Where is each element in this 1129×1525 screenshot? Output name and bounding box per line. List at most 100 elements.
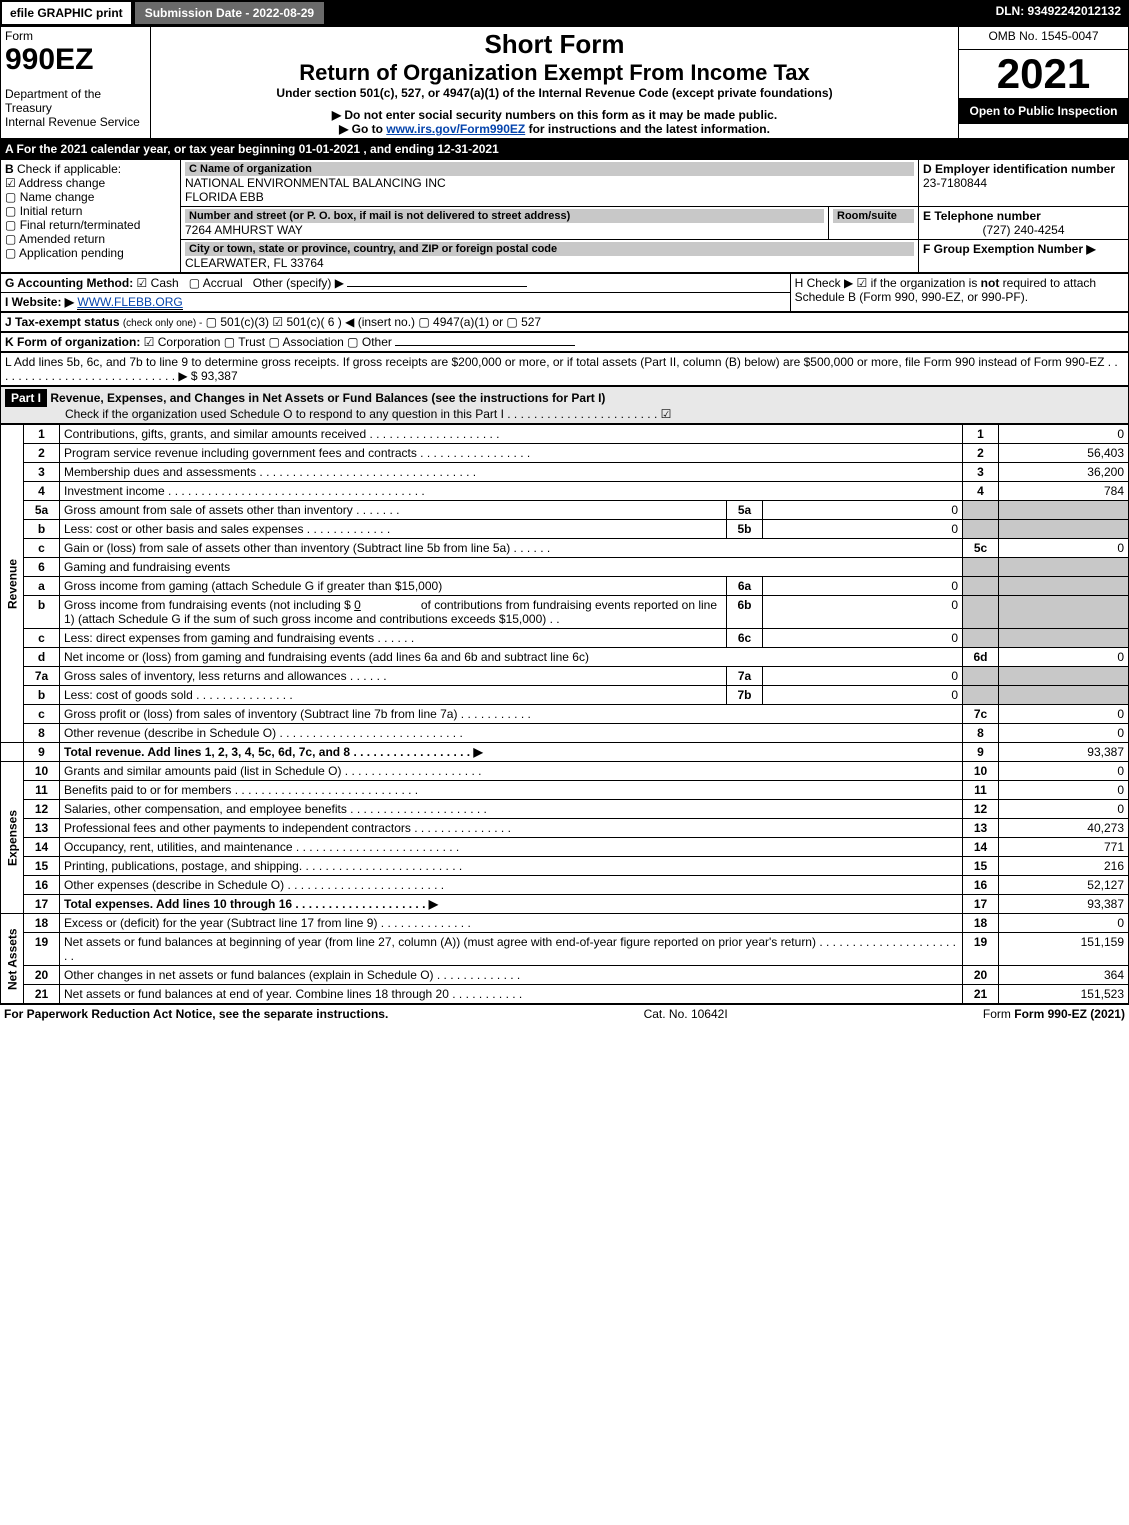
line-13-col: 13	[963, 819, 999, 838]
line-12-desc: Salaries, other compensation, and employ…	[60, 800, 963, 819]
part-1-tab: Part I	[5, 389, 47, 407]
line-7b-desc: Less: cost of goods sold . . . . . . . .…	[60, 686, 727, 705]
page-footer: For Paperwork Reduction Act Notice, see …	[0, 1004, 1129, 1023]
section-g-label: G Accounting Method:	[5, 276, 133, 290]
line-no: 10	[24, 762, 60, 781]
line-no: 17	[24, 895, 60, 914]
line-4-col: 4	[963, 482, 999, 501]
line-21-col: 21	[963, 985, 999, 1004]
website-link[interactable]: WWW.FLEBB.ORG	[77, 295, 182, 310]
line-6a-desc: Gross income from gaming (attach Schedul…	[60, 577, 727, 596]
line-5b-mid: 5b	[727, 520, 763, 539]
chk-address-change[interactable]: ☑	[5, 176, 16, 190]
org-other-input[interactable]	[395, 345, 575, 346]
section-f-hdr: F Group Exemption Number ▶	[923, 242, 1124, 256]
line-3-col: 3	[963, 463, 999, 482]
chk-final-return[interactable]: ▢	[5, 218, 16, 232]
line-5b-midval: 0	[763, 520, 963, 539]
section-l-text: L Add lines 5b, 6c, and 7b to line 9 to …	[1, 353, 1129, 386]
line-5a-midval: 0	[763, 501, 963, 520]
chk-amended-return[interactable]: ▢	[5, 232, 16, 246]
other-specify-input[interactable]	[347, 286, 527, 287]
line-3-val: 36,200	[999, 463, 1129, 482]
ssn-warning: ▶ Do not enter social security numbers o…	[155, 108, 954, 122]
line-9-desc-bold: Total revenue. Add lines 1, 2, 3, 4, 5c,…	[64, 745, 483, 759]
line-6d-col: 6d	[963, 648, 999, 667]
line-no: c	[24, 629, 60, 648]
omb-number: OMB No. 1545-0047	[959, 27, 1129, 50]
gray-cell	[963, 629, 999, 648]
line-21-desc: Net assets or fund balances at end of ye…	[60, 985, 963, 1004]
section-k: K Form of organization: ☑ Corporation ▢ …	[0, 332, 1129, 352]
line-no: 21	[24, 985, 60, 1004]
gray-cell	[999, 596, 1129, 629]
chk-application-pending[interactable]: ▢	[5, 246, 16, 260]
submission-date-label: Submission Date - 2022-08-29	[133, 0, 326, 26]
footer-right-bold: Form 990-EZ (2021)	[1014, 1007, 1125, 1021]
line-19-desc: Net assets or fund balances at beginning…	[60, 933, 963, 966]
line-6a-mid: 6a	[727, 577, 763, 596]
irs-link[interactable]: www.irs.gov/Form990EZ	[386, 122, 525, 136]
section-j-opts: ▢ 501(c)(3) ☑ 501(c)( 6 ) ◀ (insert no.)…	[206, 315, 541, 329]
line-5c-val: 0	[999, 539, 1129, 558]
section-c-city-hdr: City or town, state or province, country…	[185, 242, 914, 256]
gray-cell	[999, 558, 1129, 577]
section-j: J Tax-exempt status (check only one) - ▢…	[0, 312, 1129, 332]
line-11-desc: Benefits paid to or for members . . . . …	[60, 781, 963, 800]
line-13-desc: Professional fees and other payments to …	[60, 819, 963, 838]
line-no: 15	[24, 857, 60, 876]
line-6c-midval: 0	[763, 629, 963, 648]
line-no: 1	[24, 425, 60, 444]
line-20-desc: Other changes in net assets or fund bala…	[60, 966, 963, 985]
part-1-title: Revenue, Expenses, and Changes in Net As…	[50, 391, 605, 405]
org-name-1: NATIONAL ENVIRONMENTAL BALANCING INC	[185, 176, 914, 190]
top-bar: efile GRAPHIC print Submission Date - 20…	[0, 0, 1129, 26]
footer-mid: Cat. No. 10642I	[644, 1007, 728, 1021]
dln-label: DLN: 93492242012132	[988, 0, 1129, 26]
section-l: L Add lines 5b, 6c, and 7b to line 9 to …	[0, 352, 1129, 386]
section-c-name-hdr: C Name of organization	[185, 162, 914, 176]
line-no: 6	[24, 558, 60, 577]
telephone-value: (727) 240-4254	[923, 223, 1124, 237]
line-1-val: 0	[999, 425, 1129, 444]
line-20-col: 20	[963, 966, 999, 985]
gray-cell	[999, 629, 1129, 648]
line-6b-amt: 0	[354, 598, 361, 612]
goto-post: for instructions and the latest informat…	[525, 122, 770, 136]
line-10-desc: Grants and similar amounts paid (list in…	[60, 762, 963, 781]
return-subtitle: Return of Organization Exempt From Incom…	[155, 60, 954, 86]
chk-initial-return[interactable]: ▢	[5, 204, 16, 218]
section-a: A For the 2021 calendar year, or tax yea…	[0, 139, 1129, 159]
dept-treasury: Department of the Treasury	[5, 87, 146, 115]
section-d-hdr: D Employer identification number	[923, 162, 1124, 176]
line-no: 5a	[24, 501, 60, 520]
line-no: 14	[24, 838, 60, 857]
line-no: 4	[24, 482, 60, 501]
form-header-table: Form 990EZ Department of the Treasury In…	[0, 26, 1129, 139]
line-1-desc: Contributions, gifts, grants, and simila…	[60, 425, 963, 444]
chk-name-change[interactable]: ▢	[5, 190, 16, 204]
gray-cell	[999, 686, 1129, 705]
netassets-vertical-label: Net Assets	[1, 914, 24, 1004]
room-suite-hdr: Room/suite	[833, 209, 914, 223]
efile-print-label[interactable]: efile GRAPHIC print	[0, 0, 133, 26]
section-b-label: B	[5, 162, 14, 176]
line-6d-desc: Net income or (loss) from gaming and fun…	[60, 648, 963, 667]
section-j-sub: (check only one) -	[123, 318, 202, 329]
part-1-table: Revenue 1 Contributions, gifts, grants, …	[0, 424, 1129, 1004]
line-9-desc: Total revenue. Add lines 1, 2, 3, 4, 5c,…	[60, 743, 963, 762]
chk-accrual[interactable]: ▢	[189, 276, 200, 290]
line-no: c	[24, 705, 60, 724]
chk-cash[interactable]: ☑	[137, 276, 148, 290]
line-17-desc-bold: Total expenses. Add lines 10 through 16 …	[64, 897, 438, 911]
expenses-vertical-label: Expenses	[1, 762, 24, 914]
line-5a-desc: Gross amount from sale of assets other t…	[60, 501, 727, 520]
line-16-desc: Other expenses (describe in Schedule O) …	[60, 876, 963, 895]
line-no: 11	[24, 781, 60, 800]
line-1-col: 1	[963, 425, 999, 444]
line-6d-val: 0	[999, 648, 1129, 667]
line-21-val: 151,523	[999, 985, 1129, 1004]
check-if-applicable: Check if applicable:	[17, 162, 121, 176]
line-17-val: 93,387	[999, 895, 1129, 914]
opt-other-specify: Other (specify) ▶	[253, 276, 344, 290]
